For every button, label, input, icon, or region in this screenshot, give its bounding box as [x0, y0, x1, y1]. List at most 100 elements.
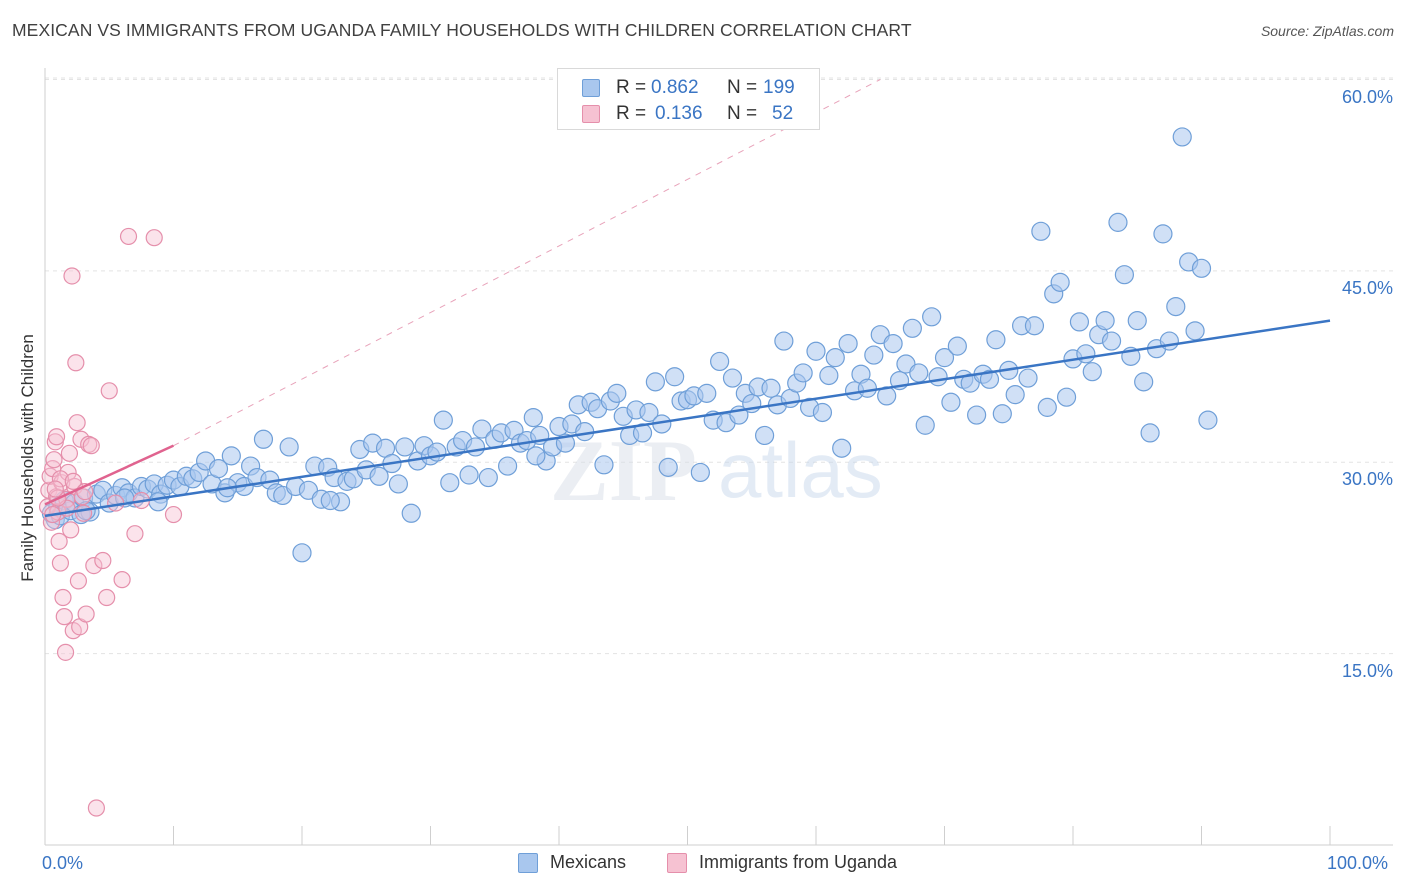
- data-point-uganda: [67, 354, 85, 372]
- data-point-mexicans: [909, 363, 929, 383]
- data-point-mexicans: [478, 467, 498, 488]
- data-point-mexicans: [819, 365, 839, 386]
- legend-swatch-uganda: [582, 105, 600, 123]
- data-point-mexicans: [1050, 272, 1070, 292]
- data-point-mexicans: [864, 345, 884, 365]
- data-point-uganda: [113, 571, 131, 589]
- y-axis-label: Family Households with Children: [18, 334, 37, 582]
- data-point-mexicans: [915, 415, 935, 435]
- data-point-uganda: [60, 444, 79, 462]
- bottom-legend-swatch-uganda: [667, 853, 687, 873]
- data-point-uganda: [62, 521, 80, 539]
- chart-title: MEXICAN VS IMMIGRANTS FROM UGANDA FAMILY…: [12, 20, 912, 40]
- data-point-mexicans: [253, 429, 274, 449]
- data-point-mexicans: [369, 466, 389, 486]
- legend-r-label: R =: [616, 77, 647, 98]
- data-point-mexicans: [857, 378, 878, 398]
- data-point-mexicans: [395, 437, 415, 457]
- data-point-mexicans: [1101, 331, 1122, 351]
- data-point-uganda: [55, 608, 73, 626]
- data-point-mexicans: [1114, 265, 1135, 285]
- bottom-legend-label-uganda: Immigrants from Uganda: [699, 852, 898, 872]
- data-point-mexicans: [832, 438, 852, 458]
- data-point-uganda: [94, 551, 112, 570]
- data-point-mexicans: [986, 330, 1006, 350]
- data-point-mexicans: [947, 336, 967, 356]
- data-point-uganda: [51, 470, 70, 488]
- watermark: ZIP atlas: [550, 423, 883, 520]
- legend-n-label: N =: [727, 103, 758, 124]
- data-point-mexicans: [208, 459, 229, 479]
- data-point-uganda: [69, 572, 88, 590]
- legend-n-value: 52: [772, 103, 794, 124]
- data-point-mexicans: [221, 446, 241, 466]
- data-point-mexicans: [472, 419, 492, 439]
- data-point-mexicans: [722, 368, 743, 388]
- data-point-mexicans: [465, 437, 486, 457]
- data-point-mexicans: [902, 318, 922, 338]
- data-point-mexicans: [941, 392, 961, 412]
- data-point-mexicans: [697, 383, 717, 403]
- data-point-mexicans: [433, 410, 453, 430]
- correlation-legend: R = 0.862 N = 199 R = 0.136 N = 52: [557, 68, 820, 130]
- data-point-mexicans: [1082, 362, 1102, 382]
- data-point-mexicans: [793, 363, 813, 383]
- data-point-mexicans: [639, 402, 659, 423]
- legend-n-label: N =: [727, 77, 758, 98]
- data-point-mexicans: [928, 367, 948, 387]
- points-layer: [38, 127, 1331, 817]
- data-point-uganda: [100, 382, 118, 400]
- watermark-atlas: atlas: [718, 426, 883, 514]
- data-point-mexicans: [665, 367, 685, 387]
- data-point-mexicans: [594, 455, 614, 475]
- trendline-uganda: [44, 444, 175, 506]
- data-point-mexicans: [774, 331, 794, 351]
- data-point-uganda: [51, 554, 70, 572]
- data-point-uganda: [47, 428, 66, 446]
- data-point-mexicans: [754, 425, 775, 446]
- data-point-mexicans: [806, 341, 826, 361]
- data-point-mexicans: [498, 456, 518, 476]
- data-point-mexicans: [526, 446, 546, 466]
- data-point-uganda: [85, 556, 103, 575]
- data-point-uganda: [46, 480, 64, 498]
- data-point-mexicans: [1140, 423, 1160, 443]
- data-point-mexicans: [838, 333, 858, 354]
- data-point-uganda: [77, 605, 95, 623]
- y-tick-label-45: 45.0%: [1341, 278, 1393, 298]
- data-point-mexicans: [1031, 221, 1051, 241]
- data-point-mexicans: [967, 405, 987, 425]
- data-point-mexicans: [292, 543, 312, 563]
- data-point-uganda: [98, 588, 116, 607]
- data-point-mexicans: [934, 348, 955, 368]
- trend-layer: [173, 79, 881, 447]
- data-point-uganda: [126, 525, 144, 543]
- data-point-mexicans: [1172, 127, 1192, 147]
- data-point-mexicans: [979, 369, 1000, 389]
- trendline-mexicans: [44, 319, 1331, 518]
- data-point-mexicans: [1024, 316, 1045, 336]
- data-point-mexicans: [523, 407, 543, 428]
- data-point-mexicans: [922, 307, 942, 327]
- data-point-mexicans: [883, 333, 903, 354]
- data-point-mexicans: [1134, 372, 1154, 392]
- data-point-mexicans: [320, 490, 340, 511]
- x-tick-label-min: 0.0%: [42, 853, 84, 873]
- y-tick-label-30: 30.0%: [1341, 469, 1393, 489]
- data-point-uganda: [68, 414, 86, 432]
- data-point-mexicans: [1005, 385, 1025, 405]
- data-point-mexicans: [459, 465, 479, 485]
- data-point-mexicans: [1127, 311, 1147, 331]
- data-point-mexicans: [992, 404, 1012, 424]
- data-point-mexicans: [1166, 296, 1186, 317]
- data-point-uganda: [145, 229, 163, 247]
- data-point-mexicans: [279, 437, 299, 457]
- data-point-uganda: [74, 504, 93, 522]
- data-point-mexicans: [1069, 312, 1090, 332]
- data-point-mexicans: [401, 503, 421, 523]
- data-point-uganda: [63, 267, 81, 285]
- data-point-mexicans: [710, 351, 730, 372]
- data-point-mexicans: [607, 383, 627, 403]
- data-point-mexicans: [148, 492, 168, 512]
- data-point-uganda: [50, 532, 68, 550]
